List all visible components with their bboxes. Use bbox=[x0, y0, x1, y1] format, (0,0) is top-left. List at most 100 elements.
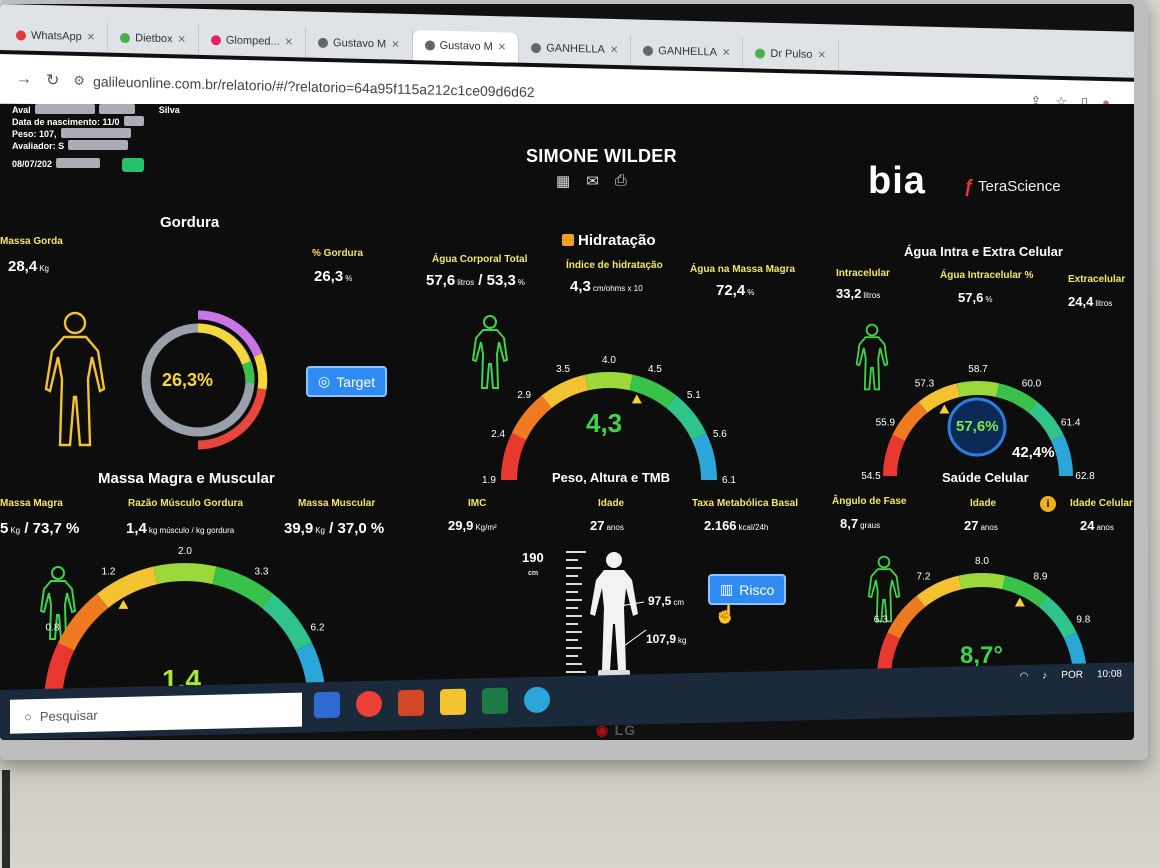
mouse-cursor-icon: ☝ bbox=[714, 604, 737, 624]
clock[interactable]: 10:08 bbox=[1096, 668, 1122, 681]
site-settings-icon[interactable]: ⚙ bbox=[73, 72, 86, 88]
whatsapp-button[interactable] bbox=[122, 158, 145, 172]
volume-icon[interactable]: ♪ bbox=[1042, 670, 1048, 682]
gauge-arc-segment bbox=[629, 374, 677, 409]
lg-logo: ◉ LG bbox=[596, 722, 637, 738]
powerpoint-app-icon[interactable] bbox=[398, 689, 424, 717]
imc-value: 29,9 Kg/m² bbox=[448, 518, 497, 533]
gauge-arc-segment bbox=[887, 595, 926, 639]
gauge-tick-label: 4.5 bbox=[648, 364, 662, 375]
pct-gordura-value: 26,3% bbox=[314, 268, 353, 285]
ring-value-arc bbox=[197, 323, 251, 365]
info-icon[interactable]: i bbox=[1040, 496, 1056, 512]
forward-icon[interactable]: → bbox=[16, 69, 32, 88]
tab-favicon-icon bbox=[531, 42, 542, 54]
redacted-block bbox=[68, 140, 129, 150]
gauge-arc-segment bbox=[511, 395, 552, 441]
idade-cel-age-value: 27 anos bbox=[964, 518, 998, 533]
reload-icon[interactable]: ↻ bbox=[46, 71, 60, 89]
browser-tab-active[interactable]: Gustavo M ✕ bbox=[412, 30, 520, 63]
tv-frame: WhatsApp ✕ Dietbox ✕ Glomped... ✕ Gustavo M… bbox=[0, 0, 1148, 760]
close-icon[interactable]: ✕ bbox=[497, 41, 507, 53]
taskbar-search[interactable]: ○ Pesquisar bbox=[10, 692, 302, 734]
browser-tab[interactable]: Glomped... ✕ bbox=[198, 24, 307, 58]
gauge-arc-segment bbox=[97, 566, 158, 608]
idade-label: Idade bbox=[598, 498, 625, 509]
gauge-tick-label: 9.8 bbox=[1076, 615, 1090, 626]
wifi-icon[interactable]: ◠ bbox=[1019, 670, 1029, 683]
building-icon[interactable]: ▦ bbox=[556, 173, 571, 190]
idade-celular-label: Idade Celular bbox=[1070, 498, 1133, 509]
close-icon[interactable]: ✕ bbox=[391, 39, 400, 51]
intra-pct-value: 57,6% bbox=[958, 290, 993, 305]
body-outline-yellow-icon bbox=[44, 311, 106, 447]
email-icon[interactable]: ✉ bbox=[586, 173, 599, 190]
tmb-value: 2.166 kcal/24h bbox=[704, 518, 769, 533]
gauge-tick-label: 5.1 bbox=[687, 390, 701, 401]
browser-tab[interactable]: Dr Pulso ✕ bbox=[743, 38, 839, 71]
print-icon[interactable]: ⎙ bbox=[614, 172, 627, 189]
intracelular-value: 33,2 litros bbox=[836, 286, 881, 301]
edge-app-icon[interactable] bbox=[524, 686, 550, 714]
gauge-tick-label: 58.7 bbox=[968, 364, 988, 375]
idade-celular-value: 24 anos bbox=[1080, 518, 1114, 533]
gauge-arc-segment bbox=[1002, 575, 1048, 607]
gauge-pointer-icon bbox=[1014, 597, 1025, 607]
folder-app-icon[interactable] bbox=[440, 688, 466, 716]
close-icon[interactable]: ✕ bbox=[817, 49, 826, 61]
excel-app-icon[interactable] bbox=[482, 687, 508, 715]
tv-cable bbox=[2, 770, 10, 868]
gordura-title: Gordura bbox=[160, 214, 220, 231]
gauge-tick-label: 2.4 bbox=[491, 429, 505, 440]
browser-tab[interactable]: WhatsApp ✕ bbox=[4, 20, 109, 53]
agua-magra-label: Água na Massa Magra bbox=[690, 264, 796, 275]
angulo-value: 8,7 graus bbox=[840, 516, 881, 531]
saude-celular-gauge-value: 8,7° bbox=[960, 642, 1003, 669]
gauge-tick-label: 3.5 bbox=[556, 364, 570, 375]
hidratacao-gauge: 1.9 2.4 2.9 3.5 4.0 4.5 5.1 5.6 6.1 bbox=[482, 355, 736, 486]
redacted-block bbox=[60, 128, 131, 138]
idade-value: 27 anos bbox=[590, 518, 624, 533]
gauge-tick-label: 5.6 bbox=[713, 429, 727, 440]
browser-tab[interactable]: Dietbox ✕ bbox=[108, 22, 199, 55]
target-button[interactable]: ◎ Target bbox=[306, 366, 388, 397]
close-icon[interactable]: ✕ bbox=[721, 47, 731, 59]
language-indicator[interactable]: POR bbox=[1061, 669, 1083, 682]
razao-value: 1,4 kg músculo / kg gordura bbox=[126, 520, 235, 537]
tab-favicon-icon bbox=[643, 45, 654, 56]
close-icon[interactable]: ✕ bbox=[177, 33, 186, 46]
risco-button[interactable]: ▥ Risco bbox=[708, 574, 787, 605]
close-icon[interactable]: ✕ bbox=[609, 44, 619, 56]
gauge-tick-label: 0.8 bbox=[46, 623, 60, 634]
chrome-app-icon[interactable] bbox=[356, 690, 382, 718]
gauge-tick-label: 2.0 bbox=[178, 546, 192, 557]
close-icon[interactable]: ✕ bbox=[86, 31, 96, 43]
massa-muscular-value: 39,9 Kg / 37,0 % bbox=[284, 520, 385, 537]
word-app-icon[interactable] bbox=[314, 691, 340, 719]
gauge-arc-segment bbox=[916, 575, 962, 607]
gauge-arc-segment bbox=[956, 381, 1000, 398]
close-icon[interactable]: ✕ bbox=[284, 36, 294, 48]
peso-value: 107,9 kg bbox=[646, 632, 687, 646]
gauge-arc-segment bbox=[958, 573, 1006, 590]
url-field[interactable]: ⚙ galileuonline.com.br/relatorio/#/?rela… bbox=[73, 72, 534, 99]
gauge-tick-label: 1.2 bbox=[102, 566, 116, 577]
browser-tab[interactable]: GANHELLA ✕ bbox=[519, 32, 632, 66]
body-outline-green-icon bbox=[471, 315, 509, 389]
gauge-pointer-icon bbox=[939, 404, 950, 414]
body-outline-green-icon bbox=[867, 555, 901, 623]
gauge-arc-segment bbox=[666, 395, 707, 441]
browser-tab[interactable]: Gustavo M ✕ bbox=[306, 27, 413, 61]
chart-icon: ▥ bbox=[720, 581, 734, 597]
browser-tab[interactable]: GANHELLA ✕ bbox=[631, 35, 744, 69]
tab-favicon-icon bbox=[755, 48, 766, 59]
agua-extra-side-value: 42,4% bbox=[1012, 444, 1055, 461]
gauge-tick-label: 8.0 bbox=[975, 556, 989, 567]
gauge-arc-segment bbox=[584, 372, 634, 391]
indice-label: Índice de hidratação bbox=[566, 260, 663, 271]
redacted-block bbox=[123, 116, 144, 126]
indice-value: 4,3 cm/ohms x 10 bbox=[570, 278, 643, 295]
gauge-tick-label: 6.2 bbox=[311, 623, 325, 634]
gauge-tick-label: 54.5 bbox=[861, 471, 881, 482]
gauge-tick-label: 1.9 bbox=[482, 475, 496, 486]
